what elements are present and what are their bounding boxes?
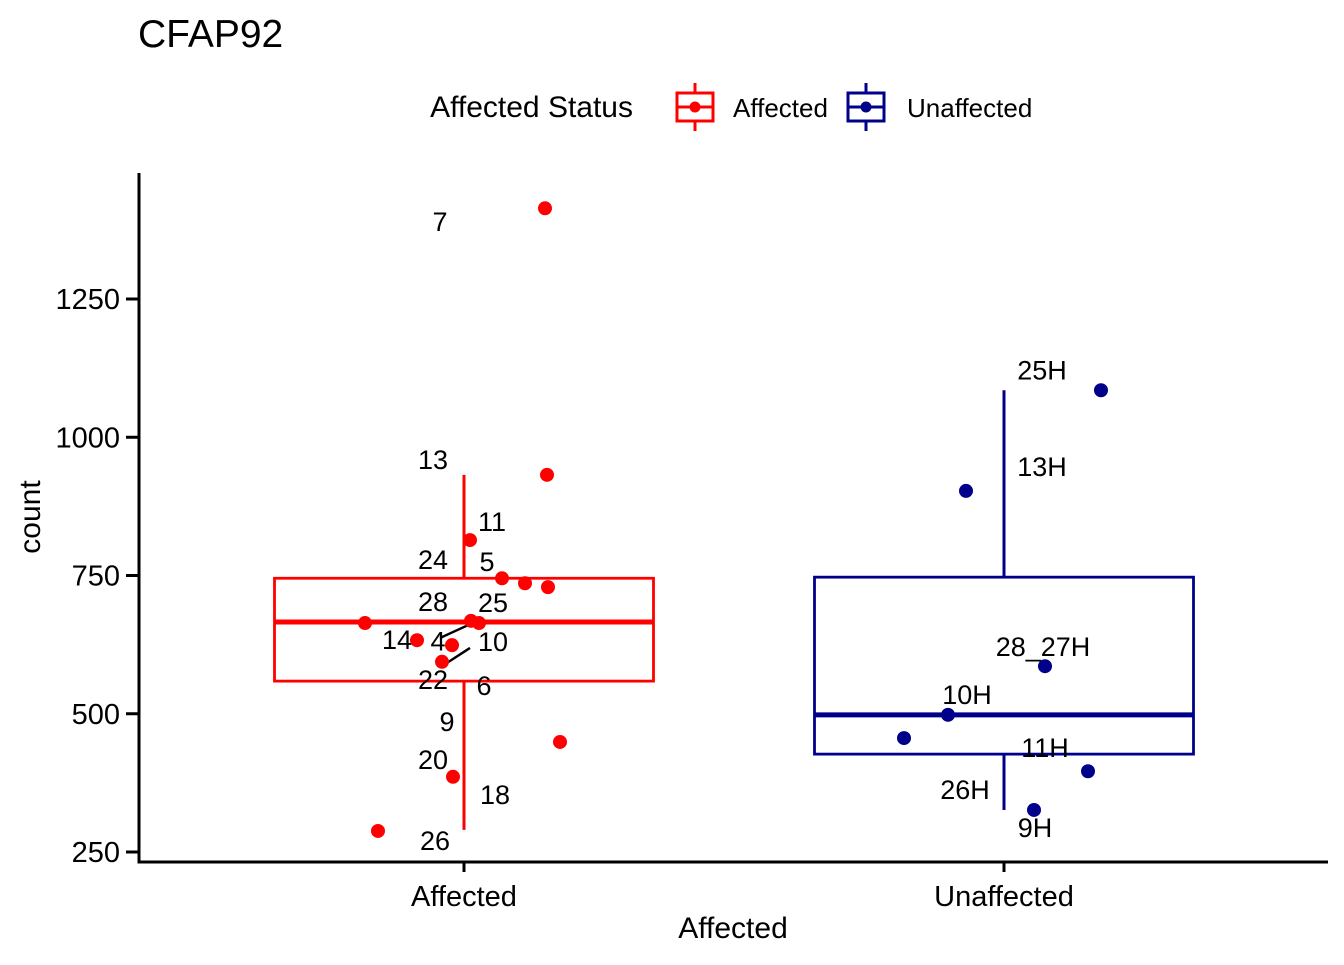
data-point-20	[446, 769, 460, 784]
point-label-28: 28	[418, 587, 448, 617]
point-label-4: 4	[430, 626, 445, 656]
point-label-10: 10	[478, 627, 508, 657]
data-point-11	[463, 533, 477, 548]
point-label-14: 14	[382, 625, 412, 655]
group-affected: 7 13 11 24 5 28 25 14 4 10 22 69 20 18 26	[273, 201, 655, 856]
y-tick-label: 500	[72, 699, 120, 731]
data-point-13	[540, 467, 554, 482]
box	[813, 575, 1195, 756]
point-label-28_27H: 28_27H	[996, 632, 1091, 662]
legend-title: Affected Status	[430, 91, 633, 124]
point-label-11H: 11H	[1021, 733, 1069, 763]
y-tick-label: 750	[72, 561, 120, 593]
y-tick-label: 1250	[55, 284, 120, 316]
x-tick-label: Unaffected	[934, 881, 1074, 913]
data-point-18	[553, 734, 567, 749]
data-point-10	[445, 638, 459, 653]
data-point-5	[495, 571, 509, 586]
legend-entry: Unaffected	[846, 83, 1032, 131]
point-label-18: 18	[480, 780, 510, 810]
point-label-25H: 25H	[1017, 355, 1067, 385]
x-axis-title: Affected	[678, 912, 788, 945]
point-label-26H: 26H	[940, 775, 990, 805]
y-axis-ticks: 250 500 750 1000 1250	[55, 284, 139, 869]
legend: Affected Status Affected Unaffected	[430, 83, 1032, 131]
point-label-9: 9	[439, 707, 454, 737]
data-point-24	[518, 576, 532, 591]
data-point-13H	[959, 483, 973, 498]
legend-entry: Affected	[675, 83, 828, 131]
label-leader-line	[446, 646, 471, 664]
point-label-11: 11	[478, 507, 506, 537]
point-label-26: 26	[420, 826, 450, 856]
point-label-9H: 9H	[1018, 813, 1053, 843]
data-point-10H	[941, 707, 955, 722]
point-label-22: 22	[418, 665, 448, 695]
point-label-6: 6	[476, 671, 491, 701]
box	[273, 576, 655, 683]
y-tick-label: 1000	[55, 422, 120, 454]
y-tick-label: 250	[72, 837, 120, 869]
point-label-25: 25	[478, 588, 508, 618]
chart-title: CFAP92	[138, 13, 283, 56]
point-label-10H: 10H	[942, 680, 992, 710]
data-point-28	[541, 580, 555, 595]
data-point-22	[435, 654, 449, 669]
y-axis-title: count	[14, 480, 47, 554]
data-point-6	[358, 616, 372, 631]
x-tick-label: Affected	[411, 881, 517, 913]
point-label-13: 13	[418, 445, 448, 475]
data-point-25H	[1094, 383, 1108, 398]
x-axis-ticks: Affected Unaffected	[411, 862, 1074, 913]
point-label-13H: 13H	[1017, 452, 1067, 482]
point-label-5: 5	[479, 547, 494, 577]
data-point-9H	[1027, 802, 1041, 817]
data-point-26H	[897, 731, 911, 746]
data-point-7	[538, 201, 552, 216]
legend-key-point	[860, 101, 872, 113]
legend-entry-label: Affected	[733, 93, 828, 123]
data-point-14	[410, 633, 424, 648]
data-point-28_27H	[1038, 659, 1052, 674]
point-label-7: 7	[432, 207, 447, 237]
axes: 250 500 750 1000 1250 Affected Unaffected cou…	[14, 173, 1328, 945]
point-label-24: 24	[418, 545, 448, 575]
legend-key-point	[689, 101, 701, 113]
data-point-11H	[1081, 764, 1095, 779]
data-point-4	[472, 616, 486, 631]
data-point-26	[371, 823, 385, 838]
legend-entry-label: Unaffected	[907, 93, 1032, 123]
point-label-20: 20	[418, 745, 448, 775]
